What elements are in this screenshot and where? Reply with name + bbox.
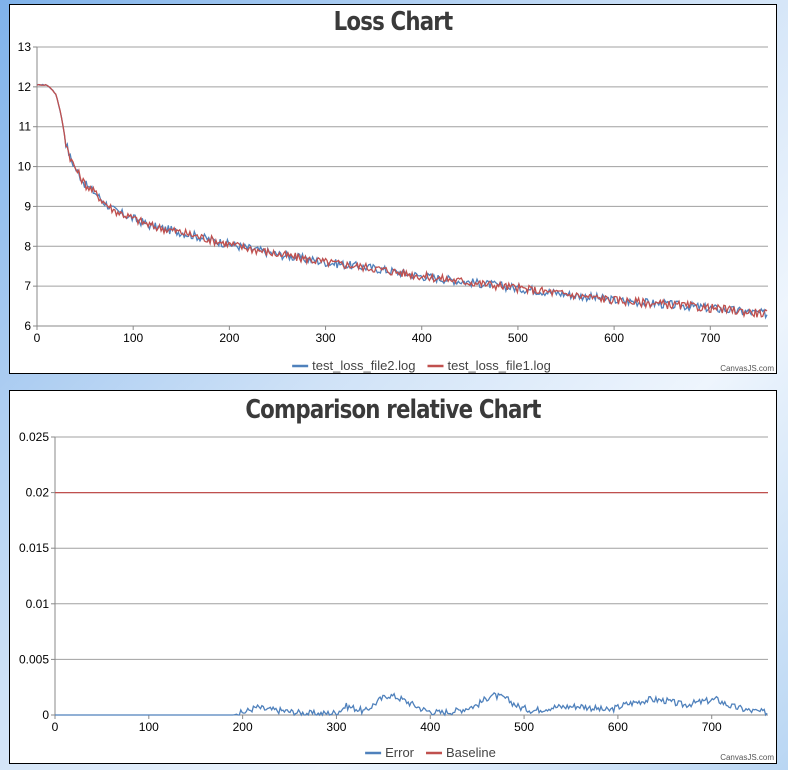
y-tick-label: 10	[18, 160, 32, 174]
y-tick-label: 12	[18, 80, 32, 94]
series-line-test-loss-file1-log	[36, 83, 768, 319]
x-tick-label: 600	[604, 331, 624, 345]
y-tick-label: 0.025	[19, 430, 49, 444]
x-tick-label: 500	[514, 720, 534, 734]
y-tick-label: 11	[19, 120, 32, 134]
comparison-chart-panel: Comparison relative Chart 0 0.005 0.01 0.01…	[9, 390, 777, 764]
y-tick-label: 0	[42, 708, 49, 722]
x-tick-label: 600	[608, 720, 628, 734]
x-tick-label: 400	[420, 720, 440, 734]
x-tick-label: 700	[702, 720, 722, 734]
comparison-chart-plot: 0 0.005 0.01 0.015 0.02 0.025 0 100 200 300 400 500…	[19, 430, 774, 762]
series-line-test-loss-file2-log	[36, 83, 768, 320]
y-tick-label: 13	[18, 40, 32, 54]
x-tick-label: 700	[700, 331, 720, 345]
legend-label: Error	[385, 745, 415, 760]
loss-chart-plot: 6 7 8 9 10 11 12 13 0 100 200 300 400 500 600 700 test_l…	[18, 40, 775, 373]
y-tick-label: 0.015	[19, 541, 49, 555]
y-tick-label: 6	[24, 319, 31, 333]
x-tick-label: 200	[219, 331, 239, 345]
x-tick-label: 0	[34, 331, 41, 345]
loss-chart-panel: Loss Chart 6 7 8 9 10 11 12 13 0 100 200 300 400 500 6…	[9, 4, 777, 374]
series-line-error	[55, 692, 768, 717]
legend-label: test_loss_file1.log	[448, 358, 551, 373]
canvasjs-credit: CanvasJS.com	[720, 753, 774, 762]
x-tick-label: 0	[52, 720, 59, 734]
y-tick-label: 7	[24, 279, 31, 293]
legend-label: Baseline	[446, 745, 496, 760]
y-tick-label: 0.005	[19, 652, 49, 666]
x-tick-label: 200	[233, 720, 253, 734]
y-tick-label: 9	[24, 199, 31, 213]
canvasjs-credit: CanvasJS.com	[720, 364, 774, 373]
x-tick-label: 300	[316, 331, 336, 345]
legend-label: test_loss_file2.log	[312, 358, 415, 373]
x-tick-label: 100	[139, 720, 159, 734]
comparison-chart-title: Comparison relative Chart	[245, 395, 541, 425]
y-tick-label: 0.01	[26, 597, 50, 611]
x-tick-label: 100	[123, 331, 143, 345]
y-tick-label: 8	[24, 239, 31, 253]
x-tick-label: 300	[326, 720, 346, 734]
loss-chart-title: Loss Chart	[333, 7, 454, 37]
x-tick-label: 500	[508, 331, 528, 345]
x-tick-label: 400	[412, 331, 432, 345]
y-tick-label: 0.02	[26, 486, 50, 500]
